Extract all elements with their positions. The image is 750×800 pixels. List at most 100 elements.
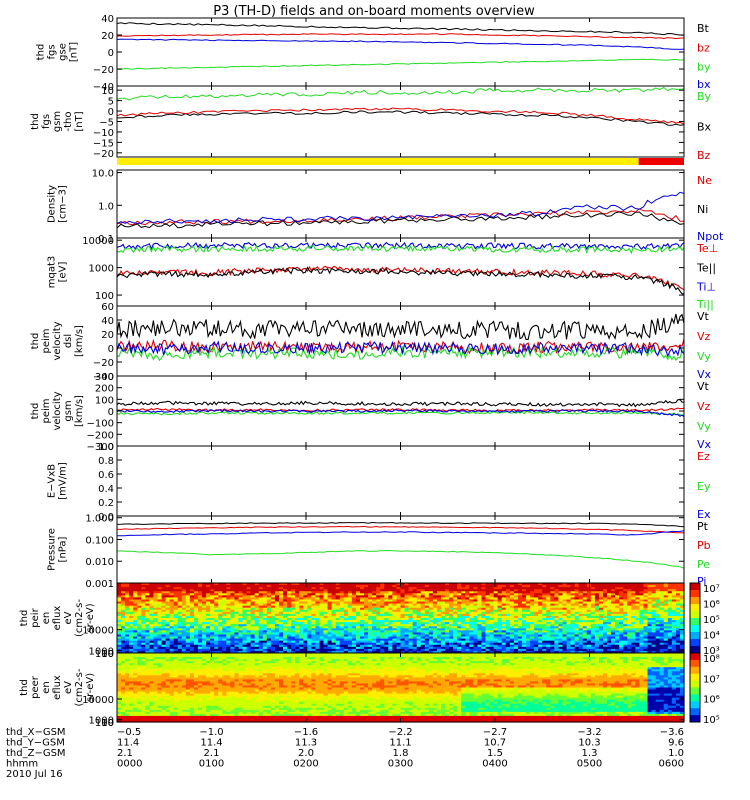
spectrogram-cell: [445, 583, 450, 586]
spectrogram-cell: [355, 630, 361, 634]
spectrogram-cell: [457, 587, 462, 590]
spectrogram-cell: [542, 601, 547, 605]
spectrogram-cell: [530, 648, 535, 652]
spectrogram-cell: [364, 605, 369, 609]
spectrogram-cell: [295, 613, 300, 617]
spectrogram-cell: [667, 628, 673, 631]
spectrogram-cell: [372, 618, 377, 621]
spectrogram-cell: [258, 648, 264, 652]
spectrogram-cell: [558, 595, 564, 599]
spectrogram-cell: [497, 626, 503, 629]
spectrogram-cell: [477, 599, 483, 603]
spectrogram-cell: [469, 591, 474, 594]
spectrogram-cell: [400, 589, 406, 592]
spectrogram-cell: [631, 609, 636, 613]
spectrogram-cell: [181, 597, 187, 601]
y-tick-label: −100: [87, 419, 114, 430]
spectrogram-cell: [315, 638, 321, 642]
spectrogram-cell: [181, 650, 187, 654]
spectrogram-cell: [546, 628, 551, 631]
y-tick-label: 20: [101, 330, 114, 341]
spectrogram-cell: [335, 587, 341, 590]
spectrogram-cell: [582, 597, 588, 601]
spectrogram-cell: [420, 583, 426, 586]
spectrogram-cell: [274, 618, 280, 621]
spectrogram-cell: [489, 638, 495, 642]
spectrogram-cell: [651, 611, 657, 615]
spectrogram-cell: [647, 599, 653, 603]
spectrogram-cell: [481, 644, 487, 648]
spectrogram-cell: [546, 640, 551, 644]
spectrogram-cell: [193, 597, 199, 601]
spectrogram-cell: [218, 597, 223, 601]
spectrogram-cell: [380, 615, 385, 619]
spectrogram-cell: [198, 609, 203, 613]
spectrogram-cell: [659, 601, 665, 605]
spectrogram-cell: [129, 632, 134, 636]
spectrogram-cell: [627, 626, 632, 629]
spectrogram-cell: [169, 605, 175, 609]
spectrogram-cell: [283, 587, 288, 590]
spectrogram-cell: [432, 597, 438, 601]
spectrogram-cell: [611, 605, 616, 609]
spectrogram-cell: [376, 615, 381, 619]
spectrogram-cell: [465, 593, 470, 596]
spectrogram-cell: [607, 624, 612, 627]
spectrogram-cell: [404, 609, 410, 613]
spectrogram-cell: [635, 644, 641, 648]
spectrogram-cell: [392, 583, 398, 586]
spectrogram-cell: [222, 650, 227, 654]
spectrogram-cell: [129, 642, 134, 646]
spectrogram-cell: [129, 607, 134, 611]
spectrogram-cell: [493, 609, 499, 613]
spectrogram-cell: [522, 622, 527, 625]
spectrogram-cell: [283, 618, 288, 621]
spectrogram-cell: [497, 650, 503, 654]
spectrogram-cell: [384, 642, 389, 646]
spectrogram-cell: [594, 638, 600, 642]
spectrogram-cell: [424, 644, 430, 648]
spectrogram-cell: [117, 611, 122, 615]
spectrogram-cell: [323, 628, 329, 631]
spectrogram-cell: [222, 628, 227, 631]
spectrogram-cell: [550, 634, 555, 638]
spectrogram-cell: [177, 605, 183, 609]
spectrogram-cell: [360, 615, 365, 619]
spectrogram-cell: [586, 601, 592, 605]
spectrogram-cell: [509, 630, 515, 634]
spectrogram-cell: [165, 603, 171, 607]
spectrogram-cell: [570, 613, 576, 617]
spectrogram-cell: [210, 591, 215, 594]
spectrogram-cell: [266, 587, 272, 590]
spectrogram-cell: [554, 601, 560, 605]
spectrogram-cell: [364, 644, 369, 648]
spectrogram-cell: [509, 628, 515, 631]
spectrogram-cell: [570, 650, 576, 654]
spectrogram-cell: [453, 593, 458, 596]
spectrogram-cell: [214, 648, 219, 652]
spectrogram-cell: [250, 597, 256, 601]
spectrogram-cell: [562, 650, 568, 654]
spectrogram-cell: [623, 607, 628, 611]
spectrogram-cell: [161, 626, 167, 629]
spectrogram-cell: [311, 642, 317, 646]
spectrogram-cell: [242, 632, 248, 636]
spectrogram-cell: [655, 644, 661, 648]
spectrogram-cell: [424, 640, 430, 644]
spectrogram-cell: [355, 626, 361, 629]
spectrogram-cell: [319, 597, 325, 601]
spectrogram-cell: [477, 620, 483, 623]
spectrogram-cell: [457, 628, 462, 631]
spectrogram-cell: [343, 589, 349, 592]
spectrogram-cell: [542, 650, 547, 654]
spectrogram-cell: [283, 648, 288, 652]
spectrogram-cell: [173, 630, 179, 634]
spectrogram-cell: [542, 591, 547, 594]
spectrogram-cell: [270, 609, 276, 613]
spectrogram-cell: [372, 626, 377, 629]
spectrogram-cell: [141, 626, 146, 629]
spectrogram-cell: [586, 589, 592, 592]
spectrogram-cell: [619, 585, 624, 588]
spectrogram-cell: [428, 583, 434, 586]
spectrogram-cell: [189, 597, 195, 601]
